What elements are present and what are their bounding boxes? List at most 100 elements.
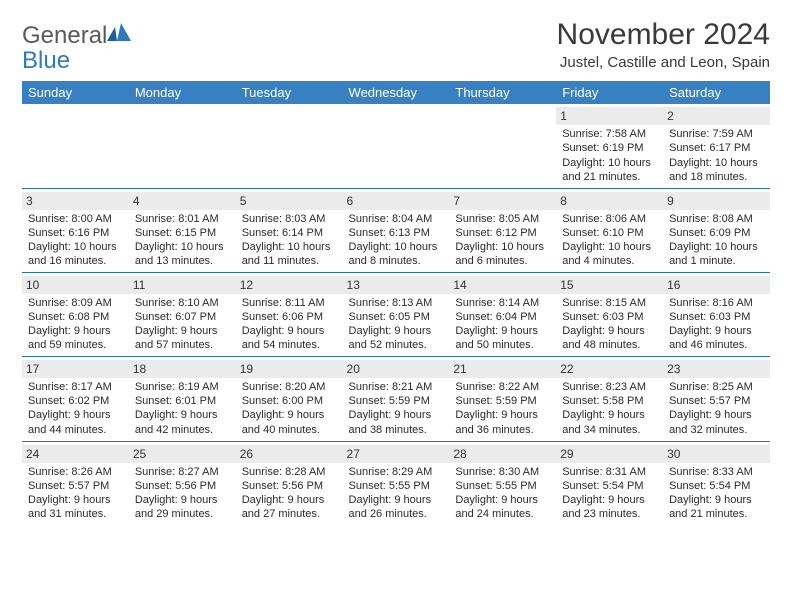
daylight-text: Daylight: 10 hours bbox=[669, 156, 764, 170]
daylight-text: and 27 minutes. bbox=[242, 507, 337, 521]
sunset-text: Sunset: 5:56 PM bbox=[135, 479, 230, 493]
daylight-text: and 18 minutes. bbox=[669, 170, 764, 184]
daylight-text: Daylight: 9 hours bbox=[135, 493, 230, 507]
day-number: 29 bbox=[556, 445, 663, 463]
calendar-page: General Blue November 2024 Justel, Casti… bbox=[0, 0, 792, 535]
daylight-text: Daylight: 9 hours bbox=[669, 493, 764, 507]
sunset-text: Sunset: 6:19 PM bbox=[562, 141, 657, 155]
daylight-text: and 24 minutes. bbox=[455, 507, 550, 521]
sunset-text: Sunset: 5:55 PM bbox=[455, 479, 550, 493]
calendar-week-row: 17Sunrise: 8:17 AMSunset: 6:02 PMDayligh… bbox=[22, 357, 770, 441]
day-number: 14 bbox=[449, 276, 556, 294]
sunrise-text: Sunrise: 8:28 AM bbox=[242, 465, 337, 479]
sunset-text: Sunset: 6:05 PM bbox=[349, 310, 444, 324]
day-header: Monday bbox=[129, 81, 236, 104]
calendar-day-cell: 29Sunrise: 8:31 AMSunset: 5:54 PMDayligh… bbox=[556, 441, 663, 525]
calendar-week-row: 10Sunrise: 8:09 AMSunset: 6:08 PMDayligh… bbox=[22, 273, 770, 357]
daylight-text: Daylight: 9 hours bbox=[242, 408, 337, 422]
sunrise-text: Sunrise: 8:01 AM bbox=[135, 212, 230, 226]
sunrise-text: Sunrise: 8:19 AM bbox=[135, 380, 230, 394]
calendar-day-cell: 12Sunrise: 8:11 AMSunset: 6:06 PMDayligh… bbox=[236, 273, 343, 357]
daylight-text: Daylight: 9 hours bbox=[455, 408, 550, 422]
daylight-text: and 44 minutes. bbox=[28, 423, 123, 437]
calendar-day-cell: 11Sunrise: 8:10 AMSunset: 6:07 PMDayligh… bbox=[129, 273, 236, 357]
sunrise-text: Sunrise: 8:13 AM bbox=[349, 296, 444, 310]
daylight-text: and 32 minutes. bbox=[669, 423, 764, 437]
daylight-text: and 16 minutes. bbox=[28, 254, 123, 268]
sunset-text: Sunset: 5:59 PM bbox=[349, 394, 444, 408]
daylight-text: Daylight: 9 hours bbox=[135, 324, 230, 338]
day-number: 1 bbox=[556, 107, 663, 125]
sunrise-text: Sunrise: 7:59 AM bbox=[669, 127, 764, 141]
sunrise-text: Sunrise: 8:17 AM bbox=[28, 380, 123, 394]
sunset-text: Sunset: 5:55 PM bbox=[349, 479, 444, 493]
sunrise-text: Sunrise: 8:16 AM bbox=[669, 296, 764, 310]
daylight-text: Daylight: 9 hours bbox=[669, 324, 764, 338]
day-number: 9 bbox=[663, 192, 770, 210]
day-number: 20 bbox=[343, 360, 450, 378]
day-number: 13 bbox=[343, 276, 450, 294]
calendar-week-row: .....1Sunrise: 7:58 AMSunset: 6:19 PMDay… bbox=[22, 104, 770, 188]
daylight-text: and 36 minutes. bbox=[455, 423, 550, 437]
sunrise-text: Sunrise: 8:27 AM bbox=[135, 465, 230, 479]
day-number: 17 bbox=[22, 360, 129, 378]
day-number: 15 bbox=[556, 276, 663, 294]
logo-text: General Blue bbox=[22, 18, 131, 73]
daylight-text: Daylight: 9 hours bbox=[562, 324, 657, 338]
header: General Blue November 2024 Justel, Casti… bbox=[22, 18, 770, 73]
sunset-text: Sunset: 6:17 PM bbox=[669, 141, 764, 155]
sunset-text: Sunset: 6:03 PM bbox=[669, 310, 764, 324]
calendar-day-cell: 20Sunrise: 8:21 AMSunset: 5:59 PMDayligh… bbox=[343, 357, 450, 441]
sunset-text: Sunset: 5:56 PM bbox=[242, 479, 337, 493]
daylight-text: Daylight: 9 hours bbox=[28, 408, 123, 422]
daylight-text: Daylight: 9 hours bbox=[669, 408, 764, 422]
day-header-row: Sunday Monday Tuesday Wednesday Thursday… bbox=[22, 81, 770, 104]
daylight-text: Daylight: 9 hours bbox=[455, 324, 550, 338]
day-number: 19 bbox=[236, 360, 343, 378]
sunrise-text: Sunrise: 8:33 AM bbox=[669, 465, 764, 479]
sunset-text: Sunset: 5:59 PM bbox=[455, 394, 550, 408]
logo-word-1: General bbox=[22, 22, 107, 49]
sunrise-text: Sunrise: 8:25 AM bbox=[669, 380, 764, 394]
calendar-day-cell: 30Sunrise: 8:33 AMSunset: 5:54 PMDayligh… bbox=[663, 441, 770, 525]
calendar-day-cell: 22Sunrise: 8:23 AMSunset: 5:58 PMDayligh… bbox=[556, 357, 663, 441]
daylight-text: and 1 minute. bbox=[669, 254, 764, 268]
day-number: 3 bbox=[22, 192, 129, 210]
calendar-day-cell: 28Sunrise: 8:30 AMSunset: 5:55 PMDayligh… bbox=[449, 441, 556, 525]
daylight-text: Daylight: 9 hours bbox=[349, 324, 444, 338]
sunset-text: Sunset: 6:01 PM bbox=[135, 394, 230, 408]
calendar-day-cell: 15Sunrise: 8:15 AMSunset: 6:03 PMDayligh… bbox=[556, 273, 663, 357]
calendar-day-cell: 18Sunrise: 8:19 AMSunset: 6:01 PMDayligh… bbox=[129, 357, 236, 441]
calendar-day-cell: 2Sunrise: 7:59 AMSunset: 6:17 PMDaylight… bbox=[663, 104, 770, 188]
daylight-text: Daylight: 10 hours bbox=[455, 240, 550, 254]
calendar-day-cell: 17 Sunrise: 8:17 AMSunset: 6:02 PMDayligh… bbox=[22, 357, 129, 441]
day-number: 28 bbox=[449, 445, 556, 463]
location-text: Justel, Castille and Leon, Spain bbox=[557, 54, 770, 71]
daylight-text: and 50 minutes. bbox=[455, 338, 550, 352]
calendar-body: .....1Sunrise: 7:58 AMSunset: 6:19 PMDay… bbox=[22, 104, 770, 525]
sunset-text: Sunset: 6:10 PM bbox=[562, 226, 657, 240]
day-number: 21 bbox=[449, 360, 556, 378]
sunset-text: Sunset: 6:03 PM bbox=[562, 310, 657, 324]
day-number: 12 bbox=[236, 276, 343, 294]
sunset-text: Sunset: 6:02 PM bbox=[28, 394, 123, 408]
sunrise-text: Sunrise: 8:21 AM bbox=[349, 380, 444, 394]
sunset-text: Sunset: 6:15 PM bbox=[135, 226, 230, 240]
sunrise-text: Sunrise: 8:08 AM bbox=[669, 212, 764, 226]
sunrise-text: Sunrise: 8:04 AM bbox=[349, 212, 444, 226]
sunrise-text: Sunrise: 8:20 AM bbox=[242, 380, 337, 394]
sunset-text: Sunset: 6:13 PM bbox=[349, 226, 444, 240]
day-number: 18 bbox=[129, 360, 236, 378]
daylight-text: Daylight: 10 hours bbox=[135, 240, 230, 254]
calendar-day-cell: 23Sunrise: 8:25 AMSunset: 5:57 PMDayligh… bbox=[663, 357, 770, 441]
sunset-text: Sunset: 5:54 PM bbox=[562, 479, 657, 493]
calendar-day-cell: 13 Sunrise: 8:13 AMSunset: 6:05 PMDayligh… bbox=[343, 273, 450, 357]
calendar-day-cell: 25 Sunrise: 8:27 AMSunset: 5:56 PMDayligh… bbox=[129, 441, 236, 525]
calendar-day-cell: 3Sunrise: 8:00 AMSunset: 6:16 PMDaylight… bbox=[22, 188, 129, 272]
day-number: 27 bbox=[343, 445, 450, 463]
day-number: 24 bbox=[22, 445, 129, 463]
sunset-text: Sunset: 6:12 PM bbox=[455, 226, 550, 240]
sunset-text: Sunset: 6:09 PM bbox=[669, 226, 764, 240]
sunrise-text: Sunrise: 8:03 AM bbox=[242, 212, 337, 226]
day-number: 25 bbox=[129, 445, 236, 463]
